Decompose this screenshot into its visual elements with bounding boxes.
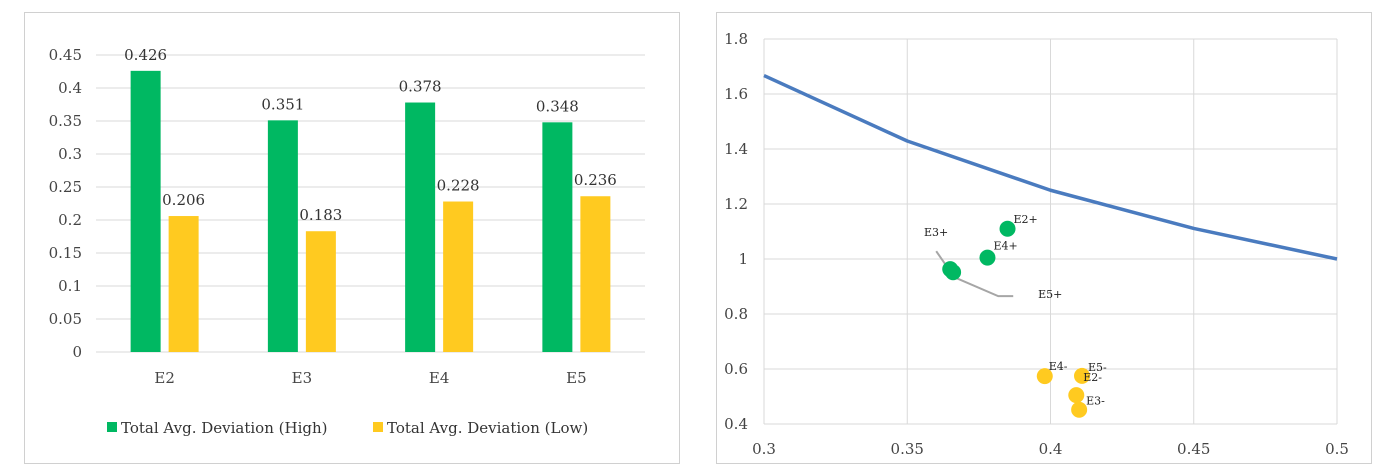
y-tick-label: 0.15 <box>49 244 82 262</box>
y-tick-label: 1.2 <box>724 195 748 213</box>
point-label: E5+ <box>1038 288 1062 301</box>
bar <box>267 120 298 352</box>
x-tick-label: 0.45 <box>1177 440 1210 458</box>
scatter-point <box>1071 401 1088 418</box>
point-label: E3- <box>1086 395 1105 408</box>
scatter-point <box>945 264 962 281</box>
data-label: 0.351 <box>261 95 304 113</box>
y-tick-label: 1.6 <box>724 85 748 103</box>
scatter-point <box>1068 387 1085 404</box>
point-label: E4+ <box>993 240 1017 253</box>
scatter-point <box>1036 368 1053 385</box>
y-tick-label: 0.1 <box>58 277 82 295</box>
y-tick-label: 0.6 <box>724 360 748 378</box>
bar-chart-panel: 0 0.05 0.1 0.15 0.2 0.25 0.3 0.35 0.4 0.45 0.426 0.… <box>24 12 680 464</box>
point-label: E5- <box>1088 361 1107 374</box>
scatter-chart: 0.4 0.6 0.8 1 1.2 1.4 1.6 1.8 0.3 0.35 0.4 0.45 0.5 E… <box>724 30 1349 458</box>
y-tick-label: 0.8 <box>724 305 748 323</box>
bar <box>305 231 336 352</box>
point-label: E4- <box>1049 360 1068 373</box>
bar <box>542 122 573 352</box>
x-tick-label: 0.35 <box>891 440 924 458</box>
x-tick-label: 0.3 <box>752 440 776 458</box>
x-tick-label: E3 <box>292 369 313 387</box>
scatter-point <box>979 249 996 266</box>
y-tick-label: 1 <box>738 250 748 268</box>
bar <box>443 201 474 352</box>
x-tick-label: 0.4 <box>1039 440 1063 458</box>
x-tick-label: E5 <box>566 369 587 387</box>
y-tick-label: 0.3 <box>58 145 82 163</box>
data-label: 0.228 <box>437 177 480 195</box>
scatter-point <box>999 220 1016 237</box>
y-tick-label: 0.4 <box>58 79 82 97</box>
point-label: E2+ <box>1014 213 1038 226</box>
scatter-chart-panel: 0.4 0.6 0.8 1 1.2 1.4 1.6 1.8 0.3 0.35 0.4 0.45 0.5 E… <box>716 12 1372 464</box>
data-label: 0.183 <box>299 206 342 224</box>
legend-label: Total Avg. Deviation (High) <box>121 419 328 437</box>
y-tick-label: 1.8 <box>724 30 748 48</box>
legend-label: Total Avg. Deviation (Low) <box>387 419 588 437</box>
point-label: E3+ <box>924 226 948 239</box>
scatter-point <box>1074 367 1091 384</box>
legend-swatch <box>107 422 117 432</box>
y-tick-label: 0.2 <box>58 211 82 229</box>
y-tick-label: 0.05 <box>49 310 82 328</box>
y-tick-label: 0.35 <box>49 112 82 130</box>
y-tick-label: 0 <box>72 343 82 361</box>
x-tick-label: E2 <box>154 369 175 387</box>
data-label: 0.348 <box>536 97 579 115</box>
bar <box>580 196 611 352</box>
curve-line <box>763 73 1338 261</box>
bar <box>405 102 436 353</box>
y-tick-label: 0.25 <box>49 178 82 196</box>
bar <box>168 216 199 352</box>
x-tick-label: E4 <box>429 369 450 387</box>
x-tick-label: 0.5 <box>1325 440 1349 458</box>
y-tick-label: 0.4 <box>724 415 748 433</box>
data-label: 0.206 <box>162 191 205 209</box>
data-label: 0.426 <box>124 46 167 64</box>
bar-chart: 0 0.05 0.1 0.15 0.2 0.25 0.3 0.35 0.4 0.45 0.426 0.… <box>49 46 645 437</box>
y-tick-label: 0.45 <box>49 46 82 64</box>
legend-swatch <box>373 422 383 432</box>
bar <box>130 70 161 352</box>
y-tick-label: 1.4 <box>724 140 748 158</box>
point-label: E2- <box>1083 371 1102 384</box>
data-label: 0.378 <box>399 78 442 96</box>
data-label: 0.236 <box>574 171 617 189</box>
